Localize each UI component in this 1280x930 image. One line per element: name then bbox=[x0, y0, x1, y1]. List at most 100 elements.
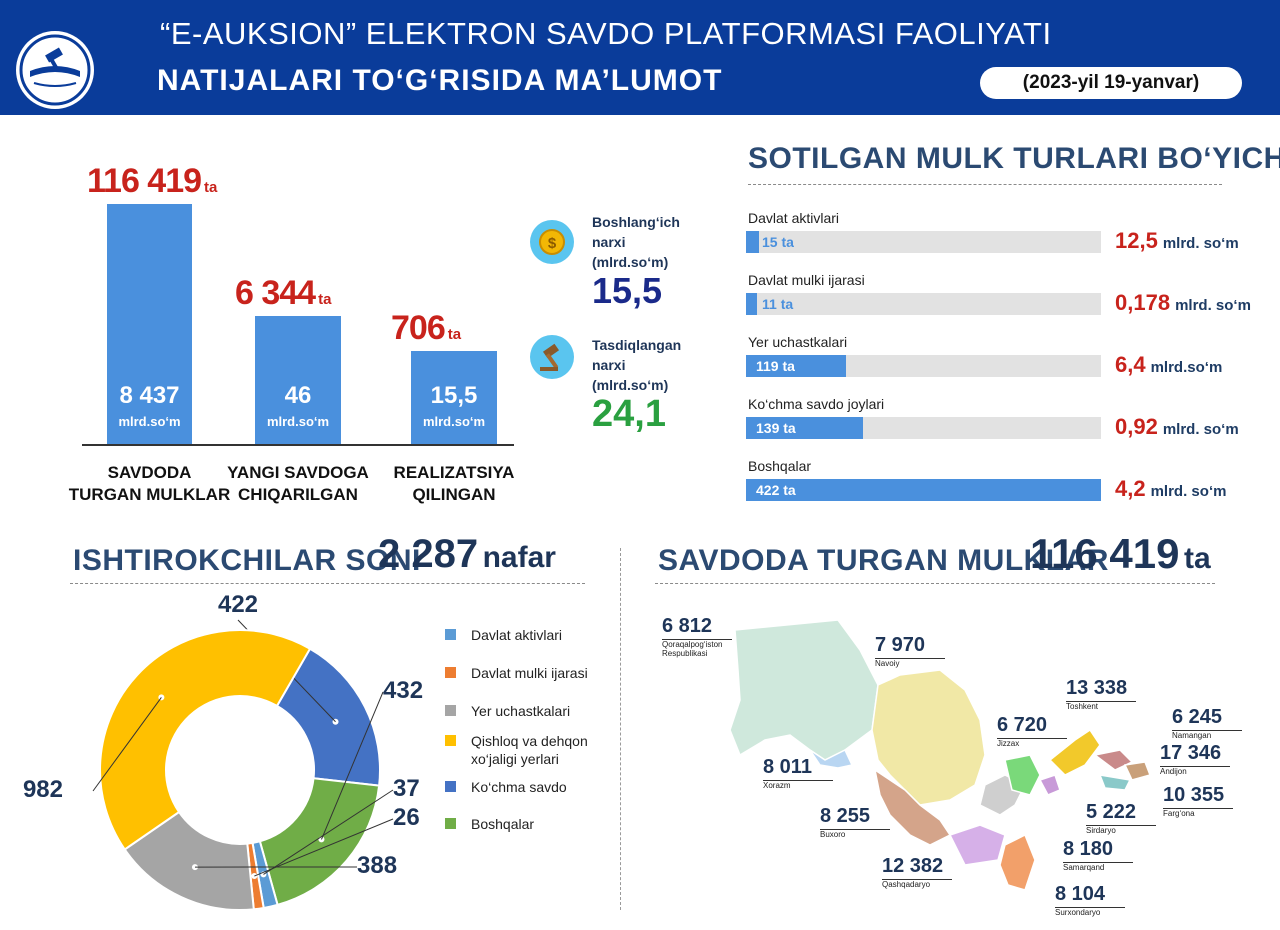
region-name: Navoiy bbox=[875, 659, 900, 668]
region-name: Jizzax bbox=[997, 739, 1020, 748]
property-row-value-wrap: 0,92 mlrd. so‘m bbox=[1115, 414, 1239, 440]
donut-leader bbox=[320, 691, 384, 840]
legend-swatch bbox=[445, 705, 456, 716]
region-value: 8 104 bbox=[1055, 883, 1106, 905]
legend-label-line1: Davlat mulki ijarasi bbox=[471, 665, 588, 681]
region-underline bbox=[820, 829, 890, 830]
region-label: 10 355 Farg‘ona bbox=[1163, 784, 1233, 818]
property-row-track: 422 ta bbox=[746, 479, 1101, 501]
property-row-value-wrap: 6,4 mlrd.so‘m bbox=[1115, 352, 1222, 378]
donut-slice bbox=[99, 629, 312, 851]
date-badge: (2023-yil 19-yanvar) bbox=[980, 67, 1242, 99]
region-andijon-shape bbox=[1123, 761, 1151, 781]
gavel-icon bbox=[530, 335, 574, 379]
legend-swatch bbox=[445, 781, 456, 792]
region-name: Surxondaryo bbox=[1055, 908, 1101, 917]
regions-divider bbox=[655, 583, 1215, 584]
start-price-label: Boshlang‘ich narxi (mlrd.so‘m) bbox=[592, 212, 680, 272]
property-row-count: 15 ta bbox=[762, 234, 794, 250]
region-underline bbox=[1163, 808, 1233, 809]
donut-label: 982 bbox=[23, 776, 63, 803]
bar-count-label: 116 419 ta bbox=[87, 162, 217, 201]
donut-label: 26 bbox=[393, 804, 420, 831]
region-value: 6 812 bbox=[662, 615, 713, 637]
property-row-value: 6,4 bbox=[1115, 352, 1146, 377]
bar-caption-line1: SAVDODA bbox=[107, 463, 192, 482]
region-value: 7 970 bbox=[875, 634, 926, 656]
region-label: 8 104 Surxondaryo bbox=[1055, 883, 1125, 917]
region-name: Namangan bbox=[1172, 731, 1212, 740]
legend-swatch bbox=[445, 667, 456, 678]
region-label: 6 720 Jizzax bbox=[997, 714, 1067, 748]
region-name: Samarqand bbox=[1063, 863, 1105, 872]
region-xorazm-shape bbox=[809, 748, 854, 769]
property-row-value: 12,5 bbox=[1115, 228, 1158, 253]
bar-inner-unit: mlrd.so‘m bbox=[118, 414, 181, 429]
bar-count: 6 344 bbox=[235, 274, 316, 312]
region-namangan-shape bbox=[1093, 749, 1134, 771]
approved-price-label: Tasdiqlangan narxi (mlrd.so‘m) bbox=[592, 335, 681, 395]
logo-graphic bbox=[19, 34, 91, 106]
participants-title: ISHTIROKCHILAR SONI bbox=[73, 544, 421, 577]
bar-caption: REALIZATSIYA QILINGAN bbox=[361, 462, 547, 506]
region-name: Toshkent bbox=[1066, 702, 1099, 711]
property-row-fill bbox=[746, 417, 863, 439]
property-row-unit: mlrd. so‘m bbox=[1162, 421, 1239, 438]
region-name: Xorazm bbox=[763, 781, 791, 790]
regions-total-unit: ta bbox=[1183, 542, 1211, 575]
property-row-track: 139 ta bbox=[746, 417, 1101, 439]
region-label: 8 180 Samarqand bbox=[1063, 838, 1133, 872]
legend-swatch bbox=[445, 818, 456, 829]
region-underline bbox=[1086, 825, 1156, 826]
region-label: 12 382 Qashqadaryo bbox=[882, 855, 952, 889]
uzbekistan-map bbox=[729, 619, 1151, 891]
bar-3: 15,5 mlrd.so‘m bbox=[411, 351, 497, 444]
property-row-value: 0,92 bbox=[1115, 414, 1158, 439]
property-row-label: Davlat aktivlari bbox=[748, 210, 840, 226]
region-name: Farg‘ona bbox=[1163, 809, 1195, 818]
region-value: 6 720 bbox=[997, 714, 1048, 736]
property-row-value-wrap: 0,178 mlrd. so‘m bbox=[1115, 290, 1251, 316]
region-name: Andijon bbox=[1160, 767, 1187, 776]
region-toshkent-shape bbox=[1048, 728, 1101, 776]
approved-price-label-2: narxi bbox=[592, 357, 626, 373]
region-label: 7 970 Navoiy bbox=[875, 634, 945, 668]
legend-label-line2: xo‘jaligi yerlari bbox=[471, 751, 559, 767]
property-row-value: 0,178 bbox=[1115, 290, 1171, 315]
legend-label-line1: Boshqalar bbox=[471, 816, 535, 832]
header-title-line2: NATIJALARI TO‘G‘RISIDA MA’LUMOT bbox=[157, 64, 723, 97]
region-value: 6 245 bbox=[1172, 706, 1223, 728]
property-row-label: Ko‘chma savdo joylari bbox=[748, 396, 885, 412]
legend-swatch bbox=[445, 735, 456, 746]
bar-inner-value: 8 437 bbox=[119, 382, 180, 409]
e-auksion-logo bbox=[16, 31, 94, 109]
svg-text:$: $ bbox=[548, 235, 557, 252]
bar-count-label: 6 344 ta bbox=[235, 274, 331, 313]
bar-count-label: 706 ta bbox=[391, 309, 461, 348]
property-row-label: Boshqalar bbox=[748, 458, 812, 474]
header-title-line1: “E-AUKSION” ELEKTRON SAVDO PLATFORMASI F… bbox=[160, 16, 1052, 51]
property-row-track: 119 ta bbox=[746, 355, 1101, 377]
participants-count: 2 287 bbox=[378, 532, 479, 576]
property-row-fill bbox=[746, 231, 759, 253]
legend-label-line1: Davlat aktivlari bbox=[471, 627, 563, 643]
bar-1: 8 437 mlrd.so‘m bbox=[107, 204, 192, 444]
donut-leader bbox=[92, 697, 162, 792]
region-label: 8 255 Buxoro bbox=[820, 805, 890, 839]
region-buxoro-shape bbox=[873, 768, 952, 846]
region-value: 8 255 bbox=[820, 805, 871, 827]
region-fargona-shape bbox=[1098, 774, 1132, 791]
legend-label-line1: Ko‘chma savdo bbox=[471, 779, 567, 795]
property-row-count: 422 ta bbox=[756, 482, 796, 498]
property-row-count: 139 ta bbox=[756, 420, 796, 436]
bar-count-suffix: ta bbox=[204, 179, 218, 196]
region-label: 6 812 Qoraqalpog‘iston Respublikasi bbox=[662, 615, 732, 658]
property-row-value-wrap: 4,2 mlrd. so‘m bbox=[1115, 476, 1226, 502]
property-row-fill bbox=[746, 293, 757, 315]
bar-count-suffix: ta bbox=[318, 291, 332, 308]
property-row-unit: mlrd.so‘m bbox=[1150, 359, 1223, 376]
bar-baseline bbox=[82, 444, 514, 446]
property-row-unit: mlrd. so‘m bbox=[1150, 483, 1227, 500]
property-row-value-wrap: 12,5 mlrd. so‘m bbox=[1115, 228, 1239, 254]
